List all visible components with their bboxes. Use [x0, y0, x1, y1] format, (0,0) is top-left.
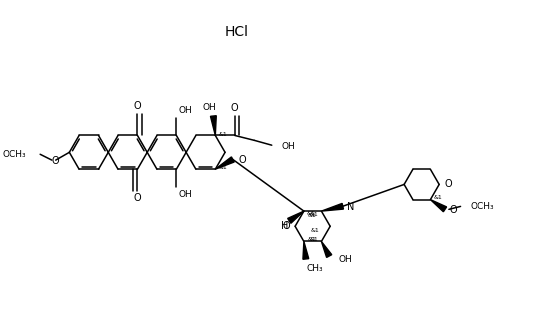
Text: OH: OH	[339, 256, 353, 264]
Text: OH: OH	[203, 103, 216, 112]
Text: O: O	[444, 179, 451, 190]
Text: OCH₃: OCH₃	[3, 150, 27, 159]
Text: &1: &1	[310, 237, 319, 242]
Text: H: H	[281, 221, 288, 231]
Text: O: O	[231, 103, 239, 113]
Text: &1: &1	[310, 212, 319, 216]
Text: HCl: HCl	[225, 25, 249, 39]
Text: OH: OH	[179, 106, 192, 115]
Text: OH: OH	[281, 142, 295, 151]
Text: &1: &1	[308, 237, 317, 242]
Text: OH: OH	[179, 190, 192, 199]
Text: O: O	[282, 221, 290, 231]
Polygon shape	[211, 116, 216, 135]
Text: &1: &1	[308, 214, 317, 218]
Text: O: O	[239, 155, 246, 165]
Text: O: O	[52, 156, 60, 166]
Text: &1: &1	[310, 228, 319, 233]
Text: OCH₃: OCH₃	[470, 202, 494, 211]
Text: &1: &1	[218, 132, 227, 137]
Polygon shape	[431, 200, 447, 212]
Text: &1: &1	[433, 195, 442, 200]
Text: O: O	[134, 194, 141, 203]
Text: O: O	[134, 101, 141, 111]
Polygon shape	[288, 211, 304, 223]
Polygon shape	[321, 203, 343, 211]
Polygon shape	[303, 241, 309, 259]
Polygon shape	[321, 241, 332, 257]
Polygon shape	[215, 157, 235, 169]
Text: &1: &1	[218, 165, 227, 170]
Text: N: N	[346, 202, 354, 212]
Text: CH₃: CH₃	[307, 264, 324, 273]
Text: O: O	[450, 205, 457, 215]
Text: &1: &1	[307, 211, 316, 215]
